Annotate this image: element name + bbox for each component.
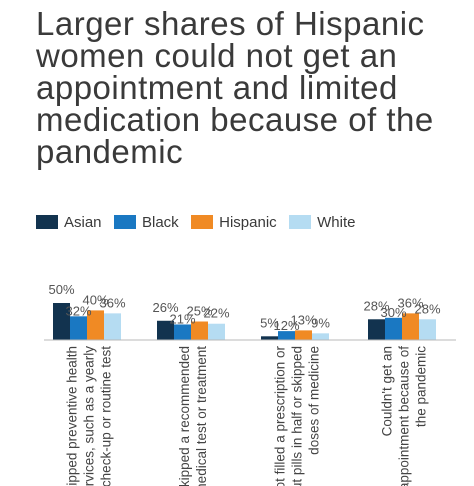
bar-black-4: [385, 317, 402, 340]
category-label-3-line-3: doses of medicine: [307, 346, 322, 455]
value-label-white-4: 28%: [414, 301, 440, 316]
bar-hispanic-3: [295, 330, 312, 340]
category-label-2-line-1: Skipped a recommended: [177, 346, 192, 486]
bar-black-2: [174, 324, 191, 340]
legend-label-black: Black: [141, 213, 179, 231]
category-label-4-line-3: the pandemic: [414, 346, 429, 427]
value-label-asian-4: 28%: [363, 298, 389, 313]
legend-item-white: White: [289, 213, 355, 231]
value-label-hispanic-2: 25%: [186, 304, 212, 319]
legend-label-white: White: [317, 213, 356, 231]
value-label-white-1: 36%: [99, 295, 125, 310]
legend-swatch-white: [289, 215, 312, 229]
legend-item-hispanic: Hispanic: [191, 213, 277, 231]
bar-asian-2: [157, 320, 174, 340]
legend-swatch-asian: [36, 215, 58, 229]
value-label-white-3: 9%: [311, 315, 330, 330]
value-label-black-2: 21%: [169, 311, 195, 326]
bar-white-1: [104, 313, 121, 340]
bar-black-3: [278, 331, 295, 340]
bar-asian-3: [261, 336, 278, 340]
bar-hispanic-2: [191, 321, 208, 340]
category-label-3-line-1: Not filled a prescription or: [273, 346, 288, 486]
legend-swatch-black: [113, 215, 136, 229]
value-label-hispanic-3: 13%: [290, 312, 316, 327]
bar-asian-4: [368, 319, 385, 340]
value-label-black-1: 32%: [65, 303, 91, 318]
legend-label-asian: Asian: [64, 213, 102, 231]
category-label-2-line-2: medical test or treatment: [194, 346, 209, 486]
category-label-1-line-2: services, such as a yearly: [82, 346, 97, 486]
value-label-hispanic-4: 36%: [397, 295, 423, 310]
value-label-asian-1: 50%: [48, 282, 74, 297]
legend-label-hispanic: Hispanic: [219, 213, 277, 231]
bars-layer: [53, 303, 436, 340]
legend: Asian Black Hispanic White: [36, 213, 366, 231]
bar-white-4: [419, 319, 436, 340]
chart-title: Larger shares of Hispanic women could no…: [36, 5, 434, 170]
value-label-asian-3: 5%: [260, 315, 279, 330]
legend-item-asian: Asian: [36, 213, 102, 231]
category-label-1-line-1: Skipped preventive health: [65, 346, 80, 486]
category-label-1-line-3: check-up or routine test: [99, 346, 114, 486]
category-label-4-line-2: appointment because of: [397, 346, 412, 486]
bar-asian-1: [53, 303, 70, 340]
bar-white-3: [312, 333, 329, 340]
value-labels-layer: 50%32%40%36% 26%21%25%22%5%12%13%9%28%30%…: [48, 282, 440, 333]
category-labels: Skipped preventive health services, such …: [65, 346, 429, 486]
bar-hispanic-4: [402, 313, 419, 340]
value-label-hispanic-1: 40%: [82, 292, 108, 307]
value-label-white-2: 22%: [203, 306, 229, 321]
legend-swatch-hispanic: [191, 215, 214, 229]
bar-white-2: [208, 323, 225, 340]
value-label-black-4: 30%: [380, 305, 406, 320]
category-label-4-line-1: Couldn't get an: [380, 346, 395, 436]
category-label-3-line-2: cut pills in half or skipped: [290, 346, 305, 486]
legend-item-black: Black: [113, 213, 179, 231]
bar-black-1: [70, 316, 87, 340]
bar-hispanic-1: [87, 310, 104, 340]
value-label-black-3: 12%: [273, 318, 299, 333]
value-label-asian-2: 26%: [152, 300, 178, 315]
